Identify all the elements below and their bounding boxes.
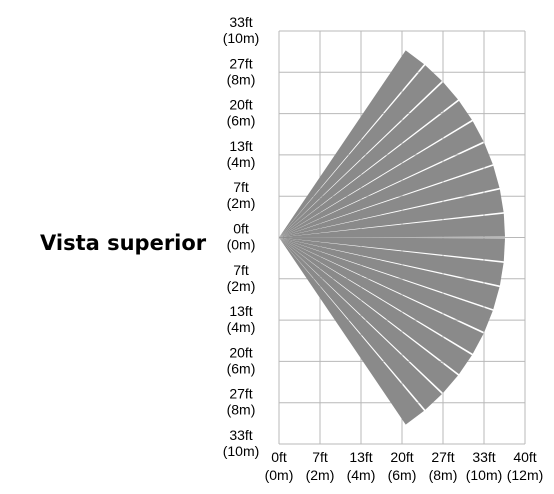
y-tick-label-ft: 13ft: [229, 138, 252, 154]
y-axis-labels: 33ft(10m)27ft(8m)20ft(6m)13ft(4m)7ft(2m)…: [223, 14, 260, 459]
detection-beam: [279, 100, 472, 238]
y-tick-label-ft: 33ft: [229, 14, 252, 30]
y-tick-label-m: (8m): [227, 402, 256, 418]
y-tick-label-ft: 20ft: [229, 344, 252, 360]
detection-beam: [279, 213, 505, 238]
x-tick-label-ft: 40ft: [513, 449, 536, 465]
y-tick-label-m: (8m): [227, 71, 256, 87]
detection-beam: [279, 237, 424, 425]
detection-beam: [279, 237, 484, 354]
detection-beam: [279, 237, 442, 410]
y-tick-label-m: (10m): [223, 30, 260, 46]
detection-beam: [279, 237, 493, 332]
y-tick-label-m: (0m): [227, 237, 256, 253]
y-tick-label-ft: 0ft: [233, 221, 249, 237]
x-axis-labels: 0ft (0m) 7ft (2m) 13ft (4m) 20ft (6m) 27ft (8m) 33…: [265, 449, 544, 483]
x-tick-label-m: (10m): [466, 467, 503, 483]
x-tick-label-m: (0m): [265, 467, 294, 483]
y-tick-label-m: (4m): [227, 319, 256, 335]
detection-beam: [279, 237, 504, 286]
y-tick-label-ft: 7ft: [233, 179, 249, 195]
y-tick-label-m: (2m): [227, 278, 256, 294]
detection-beam: [279, 143, 493, 238]
detection-beam: [279, 237, 505, 262]
x-tick-label-ft: 33ft: [472, 449, 495, 465]
y-tick-label-m: (4m): [227, 154, 256, 170]
y-tick-label-m: (6m): [227, 360, 256, 376]
y-tick-label-ft: 33ft: [229, 427, 252, 443]
x-tick-label-m: (12m): [507, 467, 544, 483]
y-tick-label-ft: 7ft: [233, 262, 249, 278]
y-tick-label-m: (2m): [227, 195, 256, 211]
detection-beam: [279, 237, 458, 393]
y-tick-label-ft: 27ft: [229, 55, 252, 71]
detection-beam: [279, 237, 500, 310]
detection-beam: [279, 82, 458, 238]
detection-beam: [279, 50, 424, 238]
x-tick-label-ft: 13ft: [349, 449, 372, 465]
x-tick-label-m: (2m): [306, 467, 335, 483]
detection-beams: [279, 50, 505, 425]
detection-beam: [279, 65, 442, 238]
detection-beam: [279, 237, 472, 375]
y-tick-label-ft: 13ft: [229, 303, 252, 319]
detection-beam: [279, 121, 484, 238]
y-tick-label-ft: 27ft: [229, 386, 252, 402]
x-tick-label-ft: 20ft: [390, 449, 413, 465]
x-tick-label-ft: 7ft: [312, 449, 328, 465]
x-tick-label-m: (6m): [388, 467, 417, 483]
y-tick-label-m: (10m): [223, 443, 260, 459]
x-tick-label-ft: 27ft: [431, 449, 454, 465]
diagram-title: Vista superior: [40, 231, 207, 255]
x-tick-label-m: (8m): [429, 467, 458, 483]
detection-beam: [279, 189, 504, 238]
y-tick-label-m: (6m): [227, 113, 256, 129]
x-tick-label-m: (4m): [347, 467, 376, 483]
detection-beam: [279, 165, 500, 238]
x-tick-label-ft: 0ft: [271, 449, 287, 465]
y-tick-label-ft: 20ft: [229, 97, 252, 113]
